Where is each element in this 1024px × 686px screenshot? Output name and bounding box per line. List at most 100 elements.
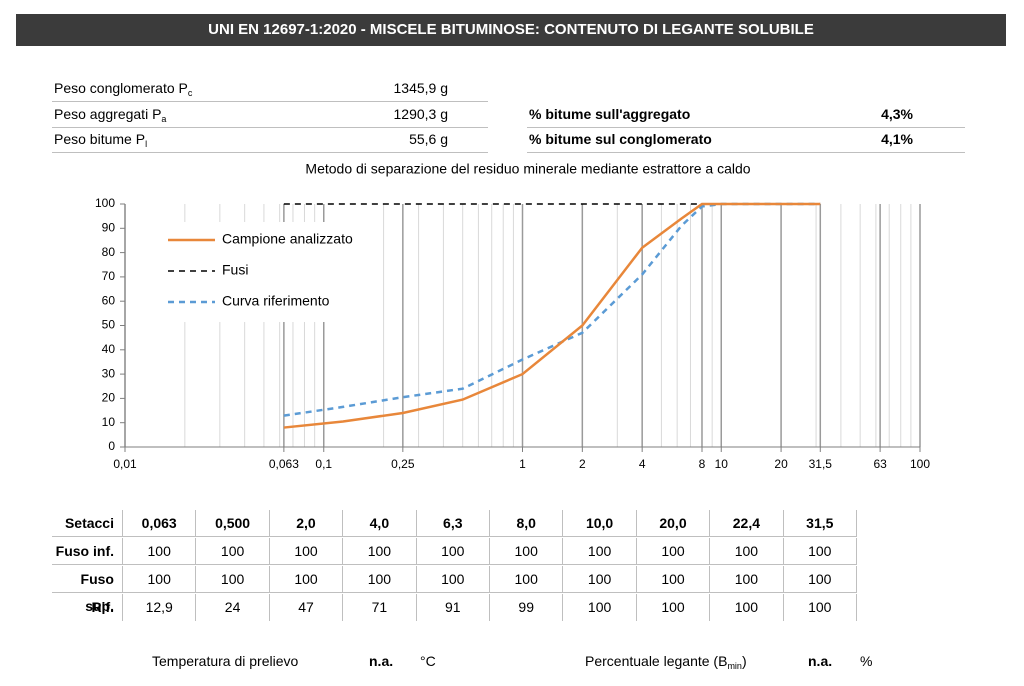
footer-unit: % [860,653,873,669]
x-tick-label: 0,25 [391,457,415,471]
x-tick-label: 10 [715,457,729,471]
table-cell: 100 [710,538,784,565]
table-cell: 100 [416,538,490,565]
table-cell: Fuso sup. [52,566,123,614]
label-text: Peso aggregati P [54,105,162,122]
table-header-cell: 0,063 [123,510,197,537]
x-tick-label: 20 [774,457,788,471]
table-cell: 100 [123,538,197,565]
table-cell: 100 [563,594,637,621]
y-tick-label: 70 [102,269,116,283]
table-cell: Fuso inf. [52,538,123,565]
table-cell: 100 [784,594,857,621]
table-cell: 100 [269,538,344,565]
table-cell: Rif. [52,594,123,621]
legend-box [155,222,377,322]
table-header-cell: 10,0 [563,510,637,537]
y-tick-label: 60 [102,293,116,307]
chart: Metodo di separazione del residuo minera… [95,161,930,471]
table-cell: 100 [563,538,637,565]
header-bar: UNI EN 12697-1:2020 - MISCELE BITUMINOSE… [16,14,1006,46]
footer-label: Temperatura di prelievo [152,650,298,672]
result-label: % bitume sull'aggregato [529,105,691,122]
info-row: Peso aggregati Pa 1290,3 g [52,102,488,128]
x-tick-label: 1 [519,457,526,471]
x-tick-label: 100 [910,457,930,471]
table-cell: 100 [343,538,417,565]
x-tick-label: 31,5 [809,457,833,471]
table-cell: 100 [490,566,564,593]
x-tick-label: 0,01 [113,457,137,471]
table-cell: 100 [123,566,197,593]
table-cell: 100 [637,594,711,621]
result-row: % bitume sul conglomerato 4,1% [527,127,965,153]
x-tick-label: 4 [639,457,646,471]
x-tick-label: 63 [873,457,887,471]
result-value: 4,3% [881,105,913,122]
y-tick-label: 0 [108,439,115,453]
table-cell: 47 [270,594,344,621]
table-cell: 100 [783,566,857,593]
y-tick-label: 80 [102,245,116,259]
table-header-cell: 22,4 [710,510,784,537]
footer-unit: °C [420,653,436,669]
series-line [283,202,821,429]
y-tick-label: 50 [102,318,116,332]
y-tick-label: 30 [102,366,116,380]
label-sub: c [187,88,193,98]
table-cell: 100 [343,566,417,593]
label-sub: a [161,113,167,124]
x-tick-label: 2 [579,457,586,471]
table-header-cell: 0,500 [196,510,270,537]
result-label: % bitume sul conglomerato [529,131,712,147]
y-tick-label: 100 [95,196,115,210]
series-line [283,202,821,417]
table-header-cell: 2,0 [269,510,344,537]
table-cell: 100 [636,566,711,593]
table-header-cell: Setacci [52,510,123,537]
label-text: Temperatura di prelievo [152,653,299,669]
table-header-cell: 20,0 [636,510,711,537]
table-cell: 100 [710,566,784,593]
chart-title: Metodo di separazione del residuo minera… [305,161,750,177]
table-cell: 100 [636,538,711,565]
info-label: Peso conglomerato Pc [52,80,193,98]
table-header-cell: 6,3 [416,510,490,537]
table-cell: 91 [417,594,490,621]
label-end: ) [741,653,747,669]
x-tick-label: 8 [699,457,706,471]
legend-label: Curva riferimento [222,293,330,309]
info-row: Peso bitume Pl 55,6 g [52,127,488,153]
result-value: 4,1% [881,131,913,147]
table-cell: 100 [490,538,564,565]
table-cell: 100 [196,538,270,565]
y-tick-label: 10 [102,415,116,429]
result-row: % bitume sull'aggregato 4,3% [527,102,965,128]
table-cell: 99 [490,594,564,621]
info-value: 55,6 g [409,131,448,147]
table-header-cell: 31,5 [783,510,857,537]
table-cell: 71 [343,594,417,621]
y-tick-label: 40 [102,342,116,356]
label-sub: min [727,661,742,671]
table-cell: 100 [269,566,344,593]
info-value: 1290,3 g [393,105,449,122]
label-text: Peso bitume P [54,131,146,147]
table-cell: 100 [783,538,857,565]
table-cell: 24 [196,594,270,621]
y-tick-label: 90 [102,220,116,234]
info-row: Peso conglomerato Pc 1345,9 g [52,76,488,102]
table-header-cell: 4,0 [343,510,417,537]
y-tick-label: 20 [102,391,116,405]
legend-label: Campione analizzato [222,231,353,247]
table-cell: 12,9 [123,594,197,621]
table-cell: 100 [416,566,490,593]
x-tick-label: 0,1 [315,457,332,471]
table-cell: 100 [563,566,637,593]
table-header-cell: 8,0 [490,510,564,537]
table-cell: 100 [710,594,784,621]
table-cell: 100 [196,566,270,593]
legend-label: Fusi [222,262,248,278]
footer-value: n.a. [808,653,833,669]
